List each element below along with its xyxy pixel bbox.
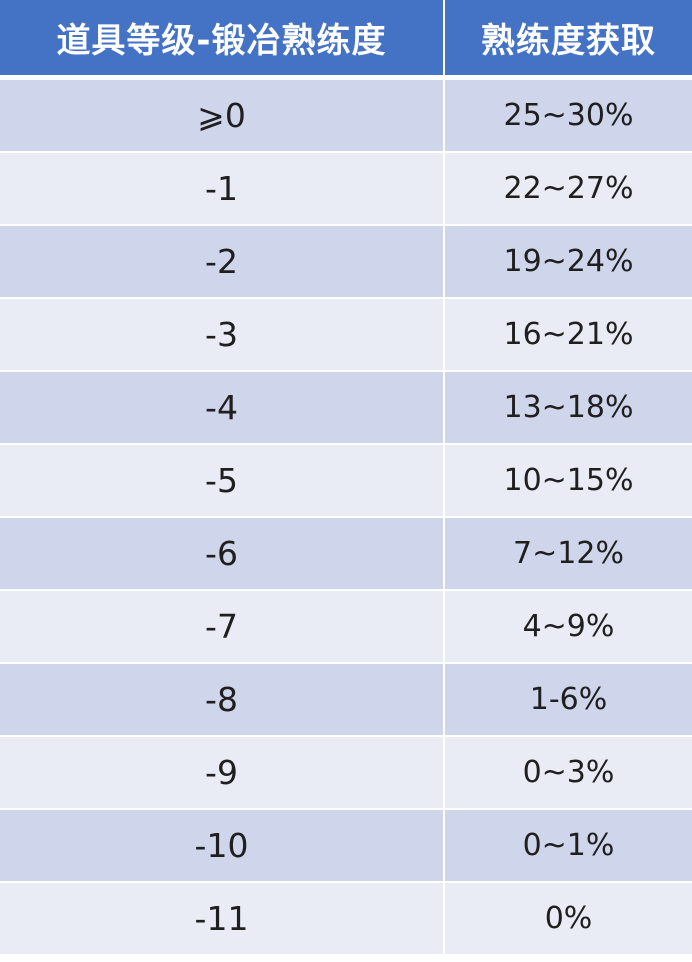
level-cell: -11 [0,883,445,954]
header-item-level: 道具等级-锻冶熟练度 [0,0,445,75]
table-row: -4 13~18% [0,372,692,445]
gain-cell: 0~3% [522,755,615,790]
table-row: -2 19~24% [0,226,692,299]
gain-cell: 0% [544,901,593,936]
level-cell: -6 [0,518,445,589]
table-row: ⩾0 25~30% [0,80,692,153]
table-row: -9 0~3% [0,737,692,810]
gain-cell: 0~1% [522,828,615,863]
level-cell: -9 [0,737,445,808]
table-row: -5 10~15% [0,445,692,518]
gain-cell: 25~30% [503,98,634,133]
gain-cell: 10~15% [503,463,634,498]
level-cell: -5 [0,445,445,516]
level-cell: -7 [0,591,445,662]
level-cell: -4 [0,372,445,443]
header-proficiency-gain: 熟练度获取 [481,21,656,61]
table-row: -11 0% [0,883,692,956]
level-cell: ⩾0 [0,80,445,151]
table-header-row: 道具等级-锻冶熟练度 熟练度获取 [0,0,692,80]
gain-cell: 22~27% [503,171,634,206]
table-row: -3 16~21% [0,299,692,372]
table-row: -8 1-6% [0,664,692,737]
table-row: -10 0~1% [0,810,692,883]
level-cell: -10 [0,810,445,881]
level-cell: -1 [0,153,445,224]
gain-cell: 13~18% [503,390,634,425]
gain-cell: 1-6% [529,682,608,717]
level-cell: -8 [0,664,445,735]
table-row: -6 7~12% [0,518,692,591]
gain-cell: 7~12% [513,536,624,571]
table-row: -1 22~27% [0,153,692,226]
gain-cell: 16~21% [503,317,634,352]
gain-cell: 19~24% [503,244,634,279]
gain-cell: 4~9% [522,609,615,644]
level-cell: -3 [0,299,445,370]
level-cell: -2 [0,226,445,297]
table-row: -7 4~9% [0,591,692,664]
